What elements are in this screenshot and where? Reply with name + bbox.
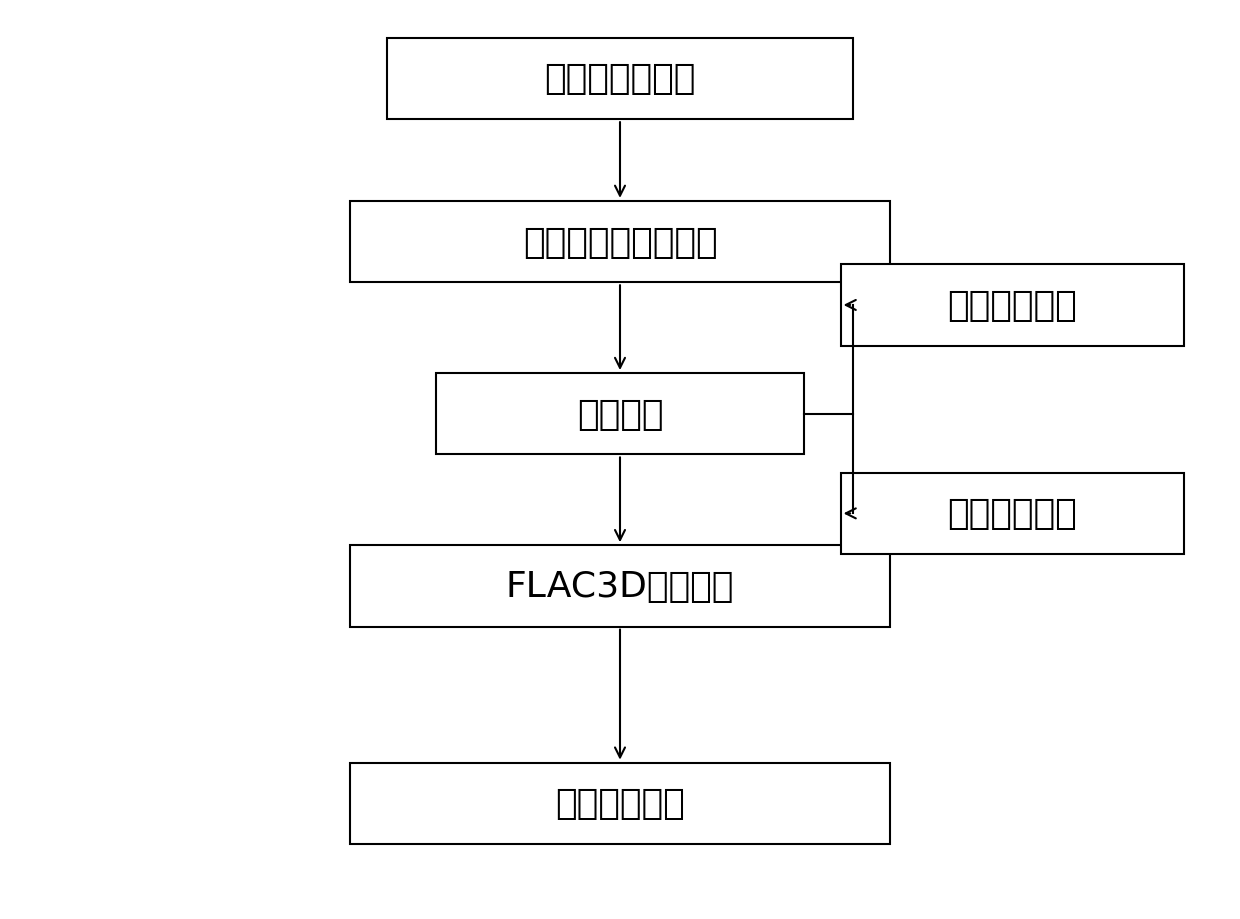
FancyBboxPatch shape <box>436 373 804 455</box>
FancyBboxPatch shape <box>350 763 890 845</box>
FancyBboxPatch shape <box>350 546 890 627</box>
FancyBboxPatch shape <box>841 473 1184 554</box>
FancyBboxPatch shape <box>841 265 1184 346</box>
Text: 控制地层变形: 控制地层变形 <box>947 289 1078 323</box>
Text: 变形监测和参数初定: 变形监测和参数初定 <box>523 225 717 259</box>
Text: 最终掘进参数: 最终掘进参数 <box>556 787 684 821</box>
Text: 试验段施工模拟: 试验段施工模拟 <box>544 62 696 96</box>
Text: 控制管片上浮: 控制管片上浮 <box>947 497 1078 531</box>
Text: 聚类分析: 聚类分析 <box>577 397 663 431</box>
Text: FLAC3D数值模拟: FLAC3D数值模拟 <box>506 569 734 603</box>
FancyBboxPatch shape <box>350 201 890 283</box>
FancyBboxPatch shape <box>387 39 853 120</box>
